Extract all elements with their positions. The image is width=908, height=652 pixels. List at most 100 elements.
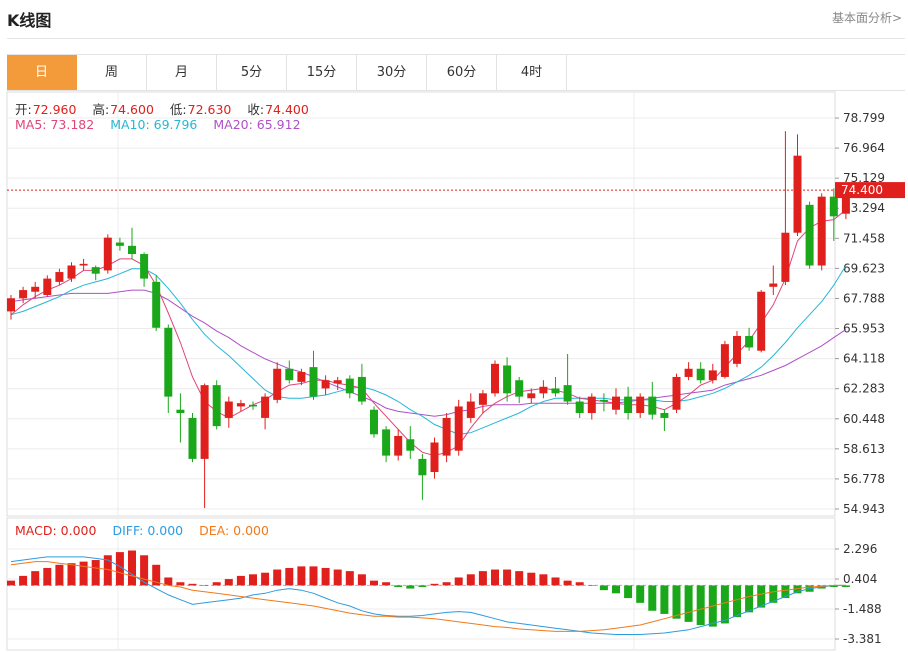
tab-15min[interactable]: 15分 bbox=[287, 55, 357, 90]
candle-body bbox=[115, 242, 124, 246]
macd-bar bbox=[285, 567, 294, 586]
period-tabs: 日 周 月 5分 15分 30分 60分 4时 bbox=[7, 54, 905, 91]
macd-bar bbox=[793, 585, 802, 594]
macd-bar bbox=[357, 574, 366, 586]
candle-body bbox=[7, 298, 15, 312]
candle-body bbox=[793, 155, 802, 233]
ma5-value: MA5: 73.182 bbox=[15, 117, 95, 132]
macd-bar bbox=[309, 566, 318, 586]
macd-bar bbox=[491, 569, 499, 586]
tab-4hour[interactable]: 4时 bbox=[497, 55, 567, 90]
tab-week[interactable]: 周 bbox=[77, 55, 147, 90]
macd-bar bbox=[152, 564, 161, 586]
tab-60min[interactable]: 60分 bbox=[427, 55, 497, 90]
candle-body bbox=[805, 204, 814, 266]
candle-body bbox=[370, 409, 378, 435]
tab-day[interactable]: 日 bbox=[7, 55, 77, 90]
candle-body bbox=[79, 263, 88, 266]
macd-bar bbox=[333, 569, 342, 586]
last-price-tag bbox=[835, 182, 905, 199]
candle-body bbox=[394, 435, 403, 456]
macd-bar bbox=[236, 575, 245, 586]
price-tick-label: 65.953 bbox=[843, 322, 885, 336]
candle-body bbox=[236, 403, 245, 407]
candle-body bbox=[19, 290, 28, 299]
macd-bar bbox=[7, 580, 15, 586]
macd-bar bbox=[430, 583, 439, 586]
candle-body bbox=[31, 286, 40, 292]
candle-body bbox=[418, 458, 427, 476]
candle-body bbox=[55, 272, 64, 282]
diff-line bbox=[10, 556, 846, 635]
macd-bar bbox=[781, 585, 790, 599]
macd-bar bbox=[188, 583, 197, 586]
candle-body bbox=[503, 365, 512, 394]
macd-tick-label: 0.404 bbox=[843, 572, 877, 586]
macd-bar bbox=[67, 563, 76, 586]
high-value: 74.600 bbox=[110, 102, 154, 117]
candle-body bbox=[829, 196, 838, 217]
candle-body bbox=[382, 429, 391, 456]
candle-body bbox=[539, 386, 548, 394]
tab-30min[interactable]: 30分 bbox=[357, 55, 427, 90]
candle-body bbox=[152, 281, 161, 328]
price-tick-label: 60.448 bbox=[843, 412, 885, 426]
macd-bar bbox=[115, 552, 124, 586]
macd-bar bbox=[442, 582, 451, 586]
candle-body bbox=[333, 380, 342, 384]
macd-bar bbox=[539, 574, 548, 586]
candle-body bbox=[684, 368, 693, 377]
candle-body bbox=[140, 254, 149, 279]
candle-body bbox=[696, 368, 705, 381]
tab-month[interactable]: 月 bbox=[147, 55, 217, 90]
price-tick-label: 54.943 bbox=[843, 502, 885, 516]
macd-bar bbox=[103, 555, 112, 586]
dea-value: DEA: 0.000 bbox=[199, 523, 269, 538]
ma20-line bbox=[10, 289, 847, 417]
price-panel-frame bbox=[6, 91, 836, 517]
macd-value: MACD: 0.000 bbox=[15, 523, 97, 538]
macd-bar bbox=[370, 580, 378, 586]
candle-body bbox=[466, 401, 475, 418]
candle-body bbox=[200, 385, 209, 459]
candle-body bbox=[43, 278, 52, 295]
candle-body bbox=[442, 417, 451, 456]
candle-body bbox=[757, 291, 766, 351]
low-value: 72.630 bbox=[187, 102, 232, 117]
macd-bar bbox=[696, 585, 705, 626]
macd-bar bbox=[200, 585, 209, 586]
candle-body bbox=[176, 409, 185, 414]
candle-body bbox=[357, 376, 366, 402]
macd-bar bbox=[551, 577, 560, 586]
candle-body bbox=[781, 232, 790, 282]
price-tick-label: 76.964 bbox=[843, 141, 885, 155]
candle-body bbox=[297, 372, 306, 382]
macd-bar bbox=[140, 555, 149, 586]
macd-bar bbox=[720, 585, 729, 624]
candle-body bbox=[817, 196, 826, 266]
macd-bar bbox=[261, 572, 270, 586]
last-price-label: 74.400 bbox=[841, 183, 883, 197]
candle-body bbox=[261, 396, 270, 418]
close-label: 收: bbox=[247, 102, 265, 117]
macd-bar bbox=[19, 575, 28, 586]
macd-bar bbox=[382, 582, 391, 586]
candle-body bbox=[599, 399, 608, 402]
candle-body bbox=[224, 401, 233, 418]
macd-bar bbox=[757, 585, 766, 608]
macd-bar bbox=[612, 585, 620, 594]
macd-bar bbox=[660, 585, 669, 614]
price-tick-label: 64.118 bbox=[843, 352, 885, 366]
candle-body bbox=[745, 335, 754, 348]
macd-bar bbox=[672, 585, 681, 619]
fundamental-analysis-link[interactable]: 基本面分析> bbox=[831, 11, 902, 25]
candle-body bbox=[128, 245, 136, 255]
tab-5min[interactable]: 5分 bbox=[217, 55, 287, 90]
candle-body bbox=[478, 393, 487, 405]
high-label: 高: bbox=[92, 102, 110, 117]
candle-body bbox=[164, 327, 173, 397]
macd-bar bbox=[684, 585, 693, 622]
candle-body bbox=[345, 378, 354, 394]
macd-readout: MACD: 0.000 DIFF: 0.000 DEA: 0.000 bbox=[15, 523, 281, 538]
